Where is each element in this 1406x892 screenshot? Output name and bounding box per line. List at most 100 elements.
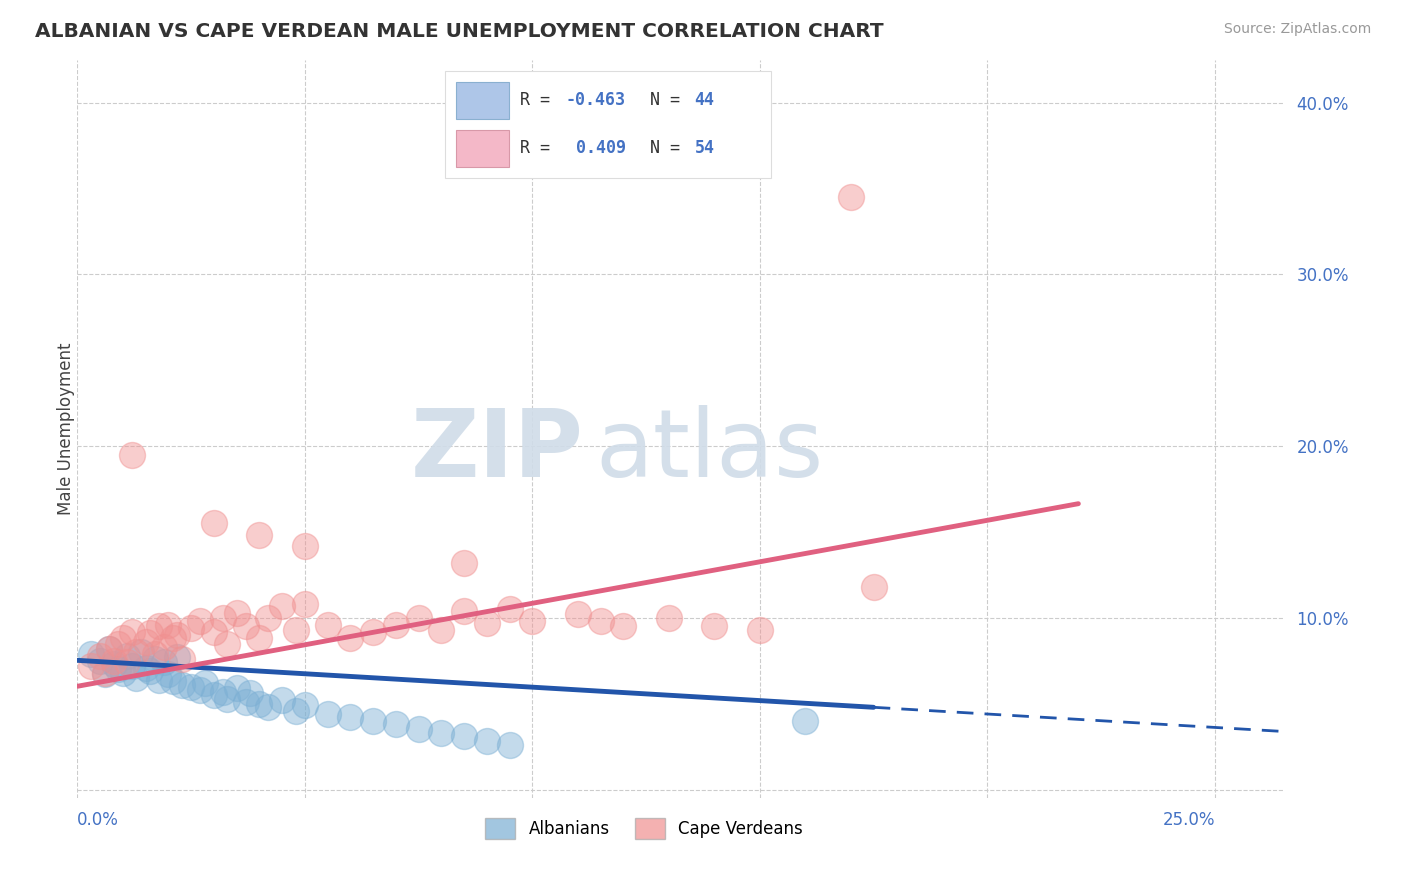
Point — [339, 710, 361, 724]
Point — [162, 632, 184, 646]
Point — [294, 597, 316, 611]
Point — [271, 693, 294, 707]
Point — [188, 682, 211, 697]
Point — [703, 619, 725, 633]
Point — [257, 700, 280, 714]
Point — [453, 556, 475, 570]
Point — [80, 647, 103, 661]
Point — [89, 654, 111, 668]
Text: 0.409: 0.409 — [565, 139, 626, 157]
Point — [247, 632, 270, 646]
Point — [111, 665, 134, 680]
Point — [170, 678, 193, 692]
Point — [202, 516, 225, 531]
Point — [148, 673, 170, 687]
Point — [212, 684, 235, 698]
Point — [98, 641, 121, 656]
Point — [794, 714, 817, 728]
Point — [408, 611, 430, 625]
Point — [111, 632, 134, 646]
Point — [117, 656, 139, 670]
Text: R =: R = — [520, 139, 560, 157]
Point — [294, 539, 316, 553]
Point — [839, 190, 862, 204]
Point — [217, 691, 239, 706]
Point — [658, 611, 681, 625]
Point — [453, 729, 475, 743]
Point — [93, 665, 115, 680]
Point — [107, 636, 129, 650]
Point — [408, 723, 430, 737]
Point — [385, 717, 408, 731]
Point — [166, 650, 188, 665]
Text: R =: R = — [520, 91, 560, 109]
Point — [862, 580, 884, 594]
Point — [152, 640, 174, 654]
Point — [235, 695, 257, 709]
Point — [143, 647, 166, 661]
Point — [148, 619, 170, 633]
Text: ZIP: ZIP — [411, 405, 583, 497]
Point — [430, 726, 453, 740]
Point — [103, 654, 125, 668]
Point — [257, 611, 280, 625]
Point — [522, 614, 544, 628]
Point — [117, 648, 139, 663]
Point — [284, 623, 307, 637]
FancyBboxPatch shape — [456, 82, 509, 119]
Point — [157, 667, 180, 681]
Text: 54: 54 — [695, 139, 714, 157]
Point — [157, 617, 180, 632]
Point — [139, 664, 162, 678]
Point — [361, 624, 384, 639]
Point — [453, 604, 475, 618]
Text: N =: N = — [650, 91, 690, 109]
FancyBboxPatch shape — [456, 129, 509, 167]
Point — [475, 734, 498, 748]
Point — [294, 698, 316, 713]
Point — [170, 652, 193, 666]
Text: 44: 44 — [695, 91, 714, 109]
Point — [316, 706, 339, 721]
FancyBboxPatch shape — [446, 70, 770, 178]
Point — [235, 619, 257, 633]
Point — [125, 645, 148, 659]
Text: 0.0%: 0.0% — [77, 812, 120, 830]
Legend: Albanians, Cape Verdeans: Albanians, Cape Verdeans — [478, 812, 810, 846]
Point — [166, 628, 188, 642]
Point — [129, 645, 152, 659]
Point — [239, 686, 262, 700]
Text: ALBANIAN VS CAPE VERDEAN MALE UNEMPLOYMENT CORRELATION CHART: ALBANIAN VS CAPE VERDEAN MALE UNEMPLOYME… — [35, 22, 884, 41]
Point — [212, 611, 235, 625]
Point — [748, 623, 770, 637]
Point — [225, 681, 247, 696]
Point — [247, 697, 270, 711]
Point — [498, 602, 520, 616]
Point — [475, 615, 498, 630]
Point — [361, 714, 384, 728]
Text: Source: ZipAtlas.com: Source: ZipAtlas.com — [1223, 22, 1371, 37]
Point — [612, 619, 634, 633]
Point — [567, 607, 589, 622]
Text: atlas: atlas — [596, 405, 824, 497]
Point — [225, 606, 247, 620]
Point — [589, 614, 612, 628]
Point — [103, 657, 125, 672]
Point — [194, 676, 217, 690]
Point — [271, 599, 294, 613]
Point — [152, 656, 174, 670]
Point — [125, 671, 148, 685]
Point — [180, 680, 202, 694]
Point — [143, 652, 166, 666]
Point — [188, 614, 211, 628]
Point — [316, 617, 339, 632]
Text: N =: N = — [650, 139, 690, 157]
Point — [93, 667, 115, 681]
Point — [202, 624, 225, 639]
Point — [202, 688, 225, 702]
Point — [284, 704, 307, 718]
Point — [121, 624, 143, 639]
Point — [80, 659, 103, 673]
Point — [89, 648, 111, 663]
Point — [121, 448, 143, 462]
